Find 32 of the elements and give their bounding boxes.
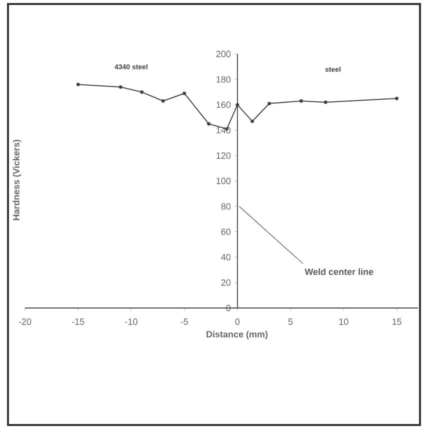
point [76, 82, 80, 86]
point [236, 103, 240, 106]
x-tick-label: 5 [288, 318, 293, 325]
x-tick-label: 10 [339, 318, 348, 325]
y-tick-label: 160 [216, 102, 231, 108]
annotation: Weld center line [304, 268, 374, 275]
x-tick-label: -20 [18, 318, 32, 325]
point [250, 120, 254, 124]
point [207, 122, 210, 126]
point [395, 96, 398, 100]
x-tick-label: -10 [125, 318, 138, 325]
x-tick-label: -15 [72, 318, 84, 325]
y-tick-label: 200 [216, 50, 231, 58]
y-tick-label: 60 [221, 228, 231, 235]
y-tick-label: 40 [221, 254, 231, 260]
point [268, 102, 271, 106]
y-tick-label: 100 [216, 178, 231, 184]
y-tick-label: 80 [221, 203, 231, 210]
point [324, 100, 328, 104]
y-tick-label: 180 [216, 76, 231, 83]
x-tick-label: 15 [392, 318, 402, 325]
x-tick-label: 0 [235, 318, 240, 325]
y-axis-title: Hardness (Vickers) [12, 140, 22, 220]
y-tick-label: 20 [221, 279, 231, 286]
x-tick-label: -5 [180, 318, 188, 325]
point [182, 92, 186, 96]
point [140, 90, 144, 94]
y-tick-label: 120 [216, 152, 231, 159]
x-axis-title: Distance (mm) [206, 330, 268, 340]
point [161, 99, 165, 103]
point [299, 99, 303, 103]
point [118, 85, 122, 89]
